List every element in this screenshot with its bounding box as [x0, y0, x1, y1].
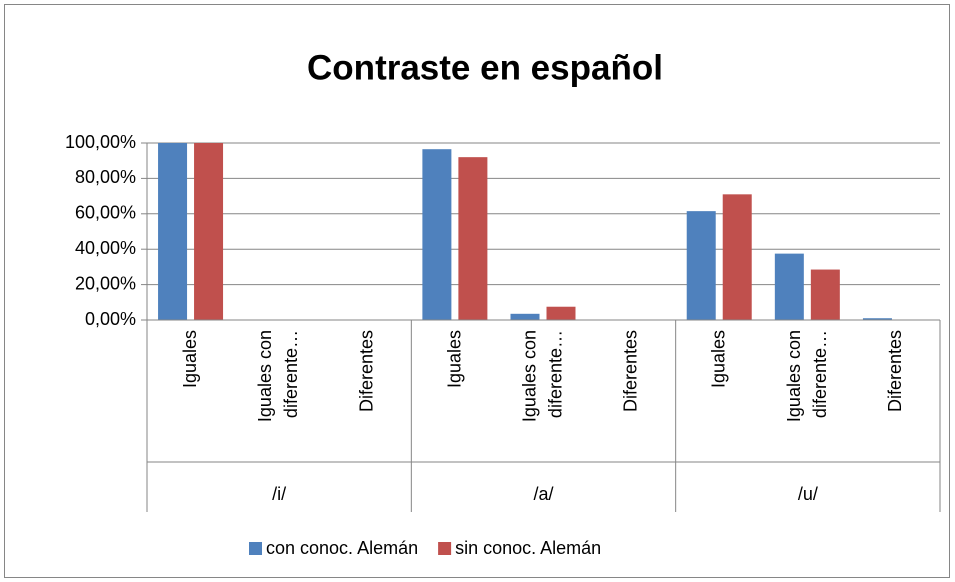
x-tick-label: Iguales [708, 330, 728, 388]
bar [158, 143, 188, 320]
x-tick-label: Iguales [444, 330, 464, 388]
y-tick-label: 40,00% [75, 238, 136, 258]
x-tick-label: Iguales con diferente… [784, 330, 830, 422]
legend-swatch [249, 542, 262, 555]
x-tick-label: Diferentes [885, 330, 905, 412]
y-tick-label: 80,00% [75, 167, 136, 187]
x-tick-label: Iguales [180, 330, 200, 388]
legend-swatch [438, 542, 452, 555]
y-tick-label: 100,00% [65, 132, 136, 152]
y-tick-label: 0,00% [85, 309, 136, 329]
bar [422, 149, 452, 320]
bar [774, 253, 804, 320]
x-tick-label: Iguales con diferente… [255, 330, 301, 422]
bar [722, 194, 752, 320]
group-label: /u/ [798, 484, 818, 504]
bar [194, 143, 224, 320]
bar [686, 211, 716, 320]
bar [862, 318, 892, 320]
chart-title: Contraste en español [307, 48, 663, 87]
bar [458, 157, 488, 320]
bar [546, 306, 576, 320]
legend-label: con conoc. Alemán [266, 538, 418, 558]
group-label: /i/ [272, 484, 286, 504]
y-tick-label: 60,00% [75, 203, 136, 223]
x-tick-label: Iguales con diferente… [519, 330, 565, 422]
bar [810, 269, 840, 320]
x-tick-label: Diferentes [356, 330, 376, 412]
bar [510, 313, 540, 320]
y-tick-label: 20,00% [75, 273, 136, 293]
legend-label: sin conoc. Alemán [455, 538, 601, 558]
group-label: /a/ [533, 484, 553, 504]
x-tick-label: Diferentes [620, 330, 640, 412]
